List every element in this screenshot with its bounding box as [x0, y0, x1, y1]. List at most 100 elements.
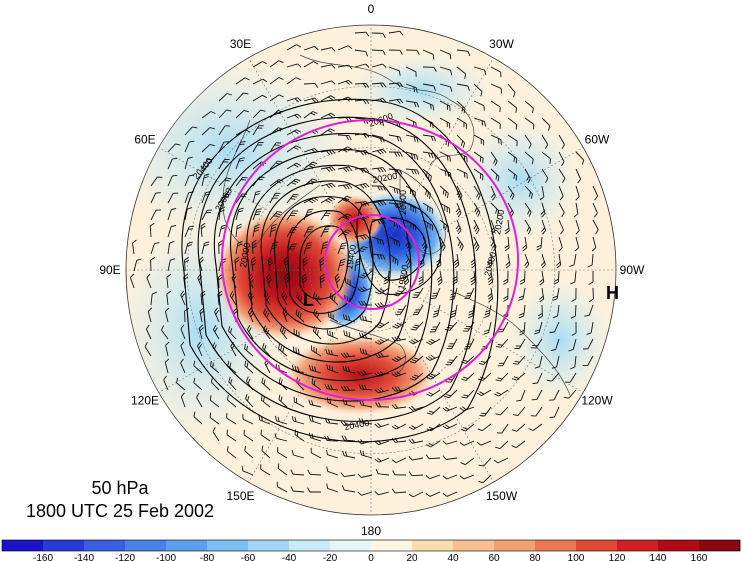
- wind-barb: [308, 415, 322, 425]
- colorbar-swatch: [289, 540, 331, 551]
- coastline-alaska: [329, 319, 406, 376]
- wind-barb: [242, 414, 254, 425]
- colorbar-swatch: [535, 540, 577, 551]
- wind-barb: [241, 465, 254, 476]
- wind-barb: [164, 307, 170, 323]
- wind-barb: [286, 162, 302, 170]
- wind-barb: [456, 66, 467, 79]
- wind-barb: [426, 389, 441, 397]
- wind-barb: [281, 290, 288, 306]
- wind-barb: [405, 168, 420, 175]
- wind-barb: [200, 290, 206, 306]
- wind-barb: [586, 321, 594, 336]
- wind-barb: [418, 271, 424, 285]
- wind-barb: [235, 157, 245, 170]
- wind-barb: [422, 134, 437, 142]
- wind-barb: [291, 416, 305, 425]
- wind-barb: [473, 66, 487, 76]
- longitude-label: 150E: [226, 489, 254, 503]
- wind-barb: [575, 151, 585, 165]
- wind-barb: [476, 389, 492, 396]
- wind-barb: [429, 321, 441, 333]
- wind-barb: [235, 141, 246, 153]
- wind-barb: [193, 411, 203, 425]
- wind-barb: [277, 463, 288, 476]
- wind-barb: [495, 440, 509, 450]
- wind-barb: [494, 389, 509, 397]
- parallel-circle: [186, 85, 556, 455]
- wind-barb: [161, 325, 169, 340]
- colorbar-frame: [1, 539, 741, 552]
- wind-barb: [180, 290, 186, 306]
- wind-barb: [218, 93, 232, 102]
- wind-barb: [507, 134, 518, 147]
- wind-barb: [166, 273, 172, 289]
- wind-barb: [163, 375, 169, 391]
- wind-barb: [308, 399, 322, 408]
- contour-label: 19400: [344, 244, 358, 270]
- wind-barb: [546, 372, 560, 382]
- colorbar-tick-label: 0: [368, 553, 374, 561]
- wind-barb: [575, 185, 580, 201]
- wind-barb: [473, 151, 484, 164]
- wind-barb: [375, 402, 390, 408]
- wind-barb: [218, 125, 231, 136]
- wind-barb: [371, 82, 387, 88]
- longitude-label: 120E: [131, 394, 159, 408]
- wind-barb: [524, 185, 533, 199]
- wind-barb: [184, 256, 190, 272]
- contour-line: [197, 116, 477, 422]
- meridian-line: [370, 147, 584, 271]
- wind-barb: [269, 192, 281, 204]
- wind-barb: [340, 472, 356, 478]
- wind-barb: [167, 224, 177, 238]
- wind-barb: [558, 151, 565, 167]
- wind-barb: [286, 97, 302, 103]
- wind-barb: [551, 355, 560, 369]
- colorbar-swatch: [166, 540, 208, 551]
- wind-barb: [150, 291, 157, 306]
- wind-barb: [541, 219, 547, 235]
- meridian-line: [248, 57, 372, 271]
- wind-barb: [228, 326, 237, 340]
- wind-barb: [473, 83, 483, 97]
- wind-barb: [243, 429, 254, 442]
- wind-barb: [479, 406, 492, 417]
- wind-barb: [558, 202, 565, 218]
- wind-barb: [371, 148, 387, 155]
- wind-barb: [201, 209, 213, 221]
- wind-barb: [358, 332, 373, 340]
- wind-barb: [575, 219, 580, 235]
- wind-barb: [320, 241, 329, 255]
- wind-barb: [478, 474, 492, 484]
- wind-barb: [388, 151, 403, 157]
- wind-barb: [540, 202, 546, 218]
- wind-barb: [269, 211, 283, 221]
- wind-barb: [568, 338, 577, 352]
- wind-barb: [439, 185, 449, 199]
- wind-barb: [439, 49, 452, 60]
- wind-barb: [460, 355, 475, 364]
- wind-barb: [541, 151, 552, 164]
- wind-barb: [395, 304, 407, 315]
- wind-barb: [450, 304, 458, 319]
- wind-barb: [342, 450, 356, 459]
- colorbar-swatch: [412, 540, 454, 551]
- wind-barb: [167, 207, 177, 221]
- wind-barb: [442, 491, 458, 497]
- wind-barb: [391, 371, 407, 378]
- wind-barb: [549, 321, 560, 333]
- wind-barb: [464, 287, 475, 299]
- wind-barb: [227, 360, 237, 374]
- wind-barb: [552, 304, 560, 319]
- wind-barb: [286, 63, 302, 68]
- wind-barb: [167, 157, 178, 170]
- wind-barb: [276, 481, 288, 493]
- wind-barb: [425, 338, 441, 345]
- coastline-greenland: [399, 169, 446, 255]
- colorbar-swatch: [84, 540, 126, 551]
- wind-barb: [456, 83, 470, 91]
- colorbar-swatch: [43, 540, 85, 551]
- wind-barb: [393, 287, 407, 297]
- wind-barb: [235, 207, 244, 221]
